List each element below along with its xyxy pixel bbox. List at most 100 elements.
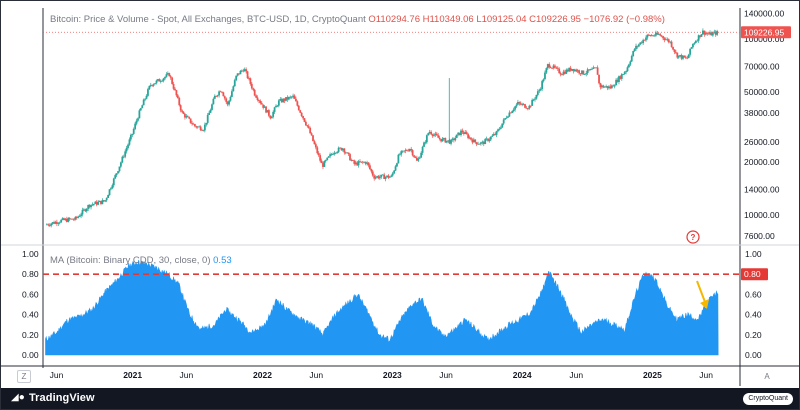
price-candle xyxy=(175,90,178,96)
price-candle xyxy=(562,71,565,75)
price-candle xyxy=(465,132,468,135)
price-candle xyxy=(240,70,243,72)
price-candle xyxy=(569,67,572,71)
price-candle xyxy=(268,110,270,116)
price-candle xyxy=(343,148,346,153)
price-candle xyxy=(713,31,716,33)
price-candle xyxy=(302,116,304,119)
price-candle xyxy=(232,86,235,92)
price-candle xyxy=(630,56,633,62)
price-candle xyxy=(149,84,152,86)
price-candle xyxy=(51,222,54,224)
price-candle xyxy=(135,120,138,124)
price-candle xyxy=(205,122,208,125)
price-candle xyxy=(367,162,370,166)
price-candle xyxy=(228,100,230,105)
price-candle xyxy=(364,162,367,164)
price-candle xyxy=(128,139,131,145)
price-candle xyxy=(275,105,277,108)
price-candle xyxy=(105,198,108,201)
price-candle xyxy=(509,112,512,114)
price-candle xyxy=(94,201,97,204)
price-candle xyxy=(255,95,257,98)
price-candle xyxy=(665,39,667,41)
price-candle xyxy=(443,138,445,139)
price-candle xyxy=(144,98,147,100)
price-candle xyxy=(689,48,692,55)
price-candle xyxy=(202,130,205,132)
price-candle xyxy=(647,34,650,36)
price-candle xyxy=(674,52,677,53)
price-candle xyxy=(457,132,460,135)
price-candle xyxy=(55,221,58,224)
price-candle xyxy=(598,74,600,84)
price-candle xyxy=(306,125,309,127)
price-candle xyxy=(418,157,421,159)
price-candle xyxy=(680,55,683,59)
price-candle xyxy=(260,103,263,105)
price-candle xyxy=(699,35,701,37)
price-candle xyxy=(386,175,388,177)
auto-scale-button[interactable]: A xyxy=(764,372,770,381)
price-candle xyxy=(605,86,608,87)
price-candle xyxy=(444,138,447,143)
ma-area-series xyxy=(45,259,719,356)
ma-tick-label-left: 0.20 xyxy=(22,330,39,340)
price-candle xyxy=(633,49,636,52)
price-candle xyxy=(519,103,522,105)
ma-tick-label-right: 0.00 xyxy=(745,350,762,360)
price-candle xyxy=(427,133,430,136)
price-candle xyxy=(455,134,458,138)
price-candle xyxy=(666,39,669,41)
price-candle xyxy=(249,78,252,84)
price-candle xyxy=(112,178,115,186)
tradingview-logo[interactable]: ◢● TradingView xyxy=(11,392,95,404)
price-candle xyxy=(277,100,280,106)
price-candle xyxy=(377,176,380,179)
price-candle xyxy=(132,128,135,134)
price-candle xyxy=(186,116,189,118)
price-candle xyxy=(185,116,188,118)
price-candle xyxy=(327,156,330,158)
price-candle xyxy=(110,188,112,190)
price-tick-label: 26000.00 xyxy=(744,137,780,147)
price-candle xyxy=(636,45,639,47)
price-candle xyxy=(369,165,371,169)
price-candle xyxy=(262,104,265,108)
price-candle xyxy=(613,85,616,87)
price-candle xyxy=(440,139,442,142)
price-candle xyxy=(398,154,401,156)
price-candle xyxy=(215,95,218,97)
price-candle xyxy=(606,86,609,89)
timezone-button[interactable]: Z xyxy=(17,370,31,383)
price-candle xyxy=(184,113,186,118)
price-candle xyxy=(344,152,347,154)
price-candle xyxy=(172,83,175,89)
price-candle xyxy=(497,129,499,132)
price-candle xyxy=(168,73,171,77)
price-candle xyxy=(401,150,404,152)
price-candle xyxy=(616,79,619,83)
price-candle xyxy=(403,150,405,152)
price-candle xyxy=(582,70,585,75)
price-candle xyxy=(662,36,664,39)
price-candle xyxy=(572,68,575,72)
price-candle xyxy=(208,112,211,115)
price-candle xyxy=(265,106,267,113)
price-candle xyxy=(134,123,137,129)
price-candle xyxy=(361,161,364,163)
price-candle xyxy=(309,127,312,134)
price-candle xyxy=(285,97,287,101)
price-candle xyxy=(393,170,396,174)
price-candle xyxy=(462,132,465,134)
price-candle xyxy=(374,177,377,179)
price-candle xyxy=(387,175,390,178)
price-candle xyxy=(233,80,236,87)
price-candle xyxy=(155,80,158,84)
price-candle xyxy=(287,97,290,100)
price-candle xyxy=(397,154,400,164)
price-candle xyxy=(694,41,697,43)
price-candle xyxy=(626,67,629,72)
price-candle xyxy=(531,99,534,106)
